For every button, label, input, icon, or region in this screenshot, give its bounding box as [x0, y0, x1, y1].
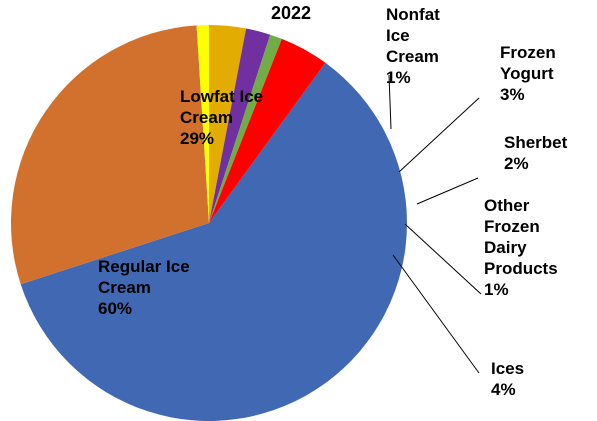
data-label-sherbet: Sherbet 2% [504, 133, 568, 173]
pie-slice-lowfat-ice-cream [10, 25, 210, 285]
data-label-frozen-yogurt: Frozen Yogurt 3% [500, 43, 556, 104]
pie-slice-nonfat-ice-cream [196, 24, 209, 223]
pie-slice-ices [209, 38, 326, 224]
leader-line-nonfat-ice-cream [388, 74, 392, 130]
pie-slice-frozen-yogurt [209, 25, 247, 223]
data-labels: Regular Ice Cream 60% Lowfat Ice Cream 29% Non… [98, 5, 568, 399]
data-label-ices: Ices 4% [491, 359, 524, 399]
leader-lines [388, 74, 482, 374]
leader-line-ices [392, 254, 480, 374]
pie-slice-other-frozen-dairy-products [209, 34, 282, 223]
pie-slices [10, 24, 407, 421]
leader-line-frozen-yogurt [398, 97, 480, 173]
data-label-nonfat-ice-cream: Nonfat Ice Cream 1% [386, 5, 440, 87]
chart-title: 2022 [271, 3, 311, 23]
data-label-lowfat-ice-cream: Lowfat Ice Cream 29% [180, 87, 263, 148]
data-label-regular-ice-cream: Regular Ice Cream 60% [98, 257, 190, 318]
leader-line-other-frozen-dairy-products [404, 223, 482, 295]
pie-slice-regular-ice-cream [20, 62, 407, 421]
pie-slice-sherbet [209, 28, 271, 224]
leader-line-sherbet [416, 177, 479, 205]
data-label-other-frozen-dairy-products: Other Frozen Dairy Products 1% [484, 196, 558, 299]
